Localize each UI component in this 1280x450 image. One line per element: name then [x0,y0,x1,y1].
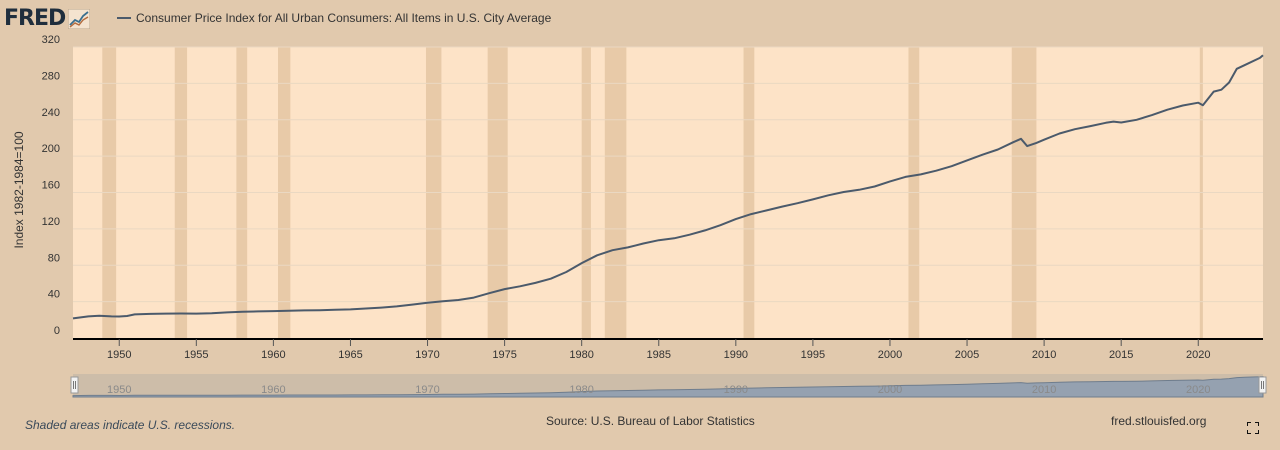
navigator-tick-label: 1950 [107,384,131,396]
navigator-tick-label: 1960 [261,384,285,396]
navigator-tick-label: 1980 [569,384,593,396]
y-tick-label: 280 [42,70,60,82]
y-tick-label: 160 [42,180,60,192]
x-tick-label: 2005 [955,349,979,361]
x-tick-label: 2020 [1186,349,1210,361]
fred-logo-text: FRED [4,6,66,31]
x-tick-label: 1970 [415,349,439,361]
y-tick-label: 80 [48,252,60,264]
chart-header: FRED Consumer Price Index for All Urban … [0,0,1280,36]
navigator-tick-label: 1990 [724,384,748,396]
legend-swatch [117,17,131,19]
navigator-handle-body[interactable] [70,376,79,394]
x-tick-label: 1955 [184,349,208,361]
x-tick-label: 2015 [1109,349,1133,361]
series-line-group [72,54,1264,320]
navigator-series [72,376,1264,398]
source-label: Source: U.S. Bureau of Labor Statistics [546,414,755,428]
legend-series-label: Consumer Price Index for All Urban Consu… [136,11,552,25]
x-tick-label: 2010 [1032,349,1056,361]
site-link[interactable]: fred.stlouisfed.org [1111,414,1207,428]
navigator-handle-right[interactable] [1258,376,1267,394]
navigator-tick-label: 2020 [1186,384,1210,396]
series-line [72,54,1264,320]
x-tick-label: 1990 [724,349,748,361]
x-tick-label: 1975 [492,349,516,361]
chart-svg: 0 40 80 120 160 200 240 280 320 1950 1955 1960 1965… [42,34,1267,398]
x-tick-label: 1960 [261,349,285,361]
y-axis-labels: 0 40 80 120 160 200 240 280 320 [42,34,60,337]
x-tick-label: 1995 [801,349,825,361]
navigator-tick-label: 1970 [415,384,439,396]
navigator-tick-label: 2010 [1032,384,1056,396]
expand-icon[interactable] [1246,421,1260,435]
x-tick-label: 1950 [107,349,131,361]
recession-note: Shaded areas indicate U.S. recessions. [25,418,236,432]
legend: Consumer Price Index for All Urban Consu… [117,11,551,25]
y-tick-label: 120 [42,216,60,228]
x-tick-label: 1965 [338,349,362,361]
x-axis [73,338,1263,346]
y-tick-label: 240 [42,107,60,119]
x-axis-labels: 1950 1955 1960 1965 1970 1975 1980 1985 1990 1995… [107,349,1210,361]
x-tick-label: 1985 [647,349,671,361]
navigator-tick-label: 2000 [878,384,902,396]
y-tick-label: 200 [42,143,60,155]
x-tick-label: 1980 [569,349,593,361]
range-navigator[interactable]: 1950 1960 1970 1980 1990 2000 2010 2020 [70,374,1267,398]
x-tick-label: 2000 [878,349,902,361]
grid-lines [73,46,1263,303]
y-tick-label: 320 [42,34,60,46]
navigator-handle-left[interactable] [70,376,79,394]
y-tick-label: 0 [54,325,60,337]
navigator-handle-body[interactable] [1258,376,1267,394]
y-tick-label: 40 [48,289,60,301]
